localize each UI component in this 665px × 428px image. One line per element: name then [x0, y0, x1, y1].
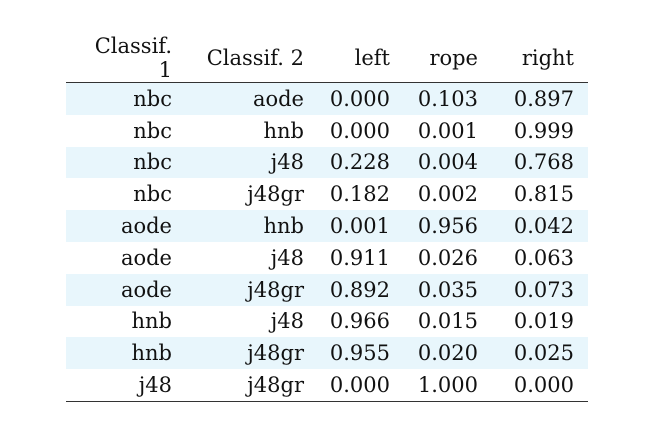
cell-classifier-1: nbc — [66, 82, 186, 115]
cell-left: 0.228 — [318, 146, 404, 179]
cell-classifier-2: j48 — [270, 309, 304, 334]
cell-rope: 0.020 — [404, 337, 492, 370]
table-row: aode j48 0.911 0.026 0.063 — [66, 242, 588, 274]
results-table-container: Classif. 1 Classif. 2 left rope right nb… — [66, 34, 588, 402]
cell-classifier-1: j48 — [66, 369, 186, 402]
header-left: left — [318, 34, 404, 83]
cell-rope: 0.001 — [417, 118, 478, 143]
cell-right: 0.025 — [492, 337, 588, 370]
table-row: nbc hnb 0.000 0.001 0.999 — [66, 115, 588, 147]
cell-classifier-2: j48gr — [186, 369, 318, 402]
cell-left: 0.955 — [318, 337, 404, 370]
cell-classifier-2: j48 — [186, 146, 318, 179]
cell-rope: 0.103 — [404, 82, 492, 115]
table-header-row: Classif. 1 Classif. 2 left rope right — [66, 34, 588, 83]
table-row: aode j48gr 0.892 0.035 0.073 — [66, 273, 588, 306]
cell-classifier-1: hnb — [66, 337, 186, 370]
cell-right: 0.073 — [492, 273, 588, 306]
cell-right: 0.019 — [513, 309, 574, 334]
cell-left: 0.911 — [329, 245, 390, 270]
cell-classifier-2: j48gr — [186, 273, 318, 306]
cell-rope: 0.035 — [404, 273, 492, 306]
cell-right: 0.999 — [513, 118, 574, 143]
cell-rope: 1.000 — [404, 369, 492, 402]
cell-right: 0.897 — [492, 82, 588, 115]
cell-classifier-1: nbc — [66, 146, 186, 179]
cell-classifier-1: nbc — [133, 118, 172, 143]
header-classifier-2: Classif. 2 — [186, 34, 318, 83]
cell-left: 0.000 — [318, 82, 404, 115]
cell-right: 0.000 — [492, 369, 588, 402]
cell-right: 0.815 — [513, 182, 574, 207]
cell-classifier-2: j48gr — [186, 337, 318, 370]
cell-rope: 0.026 — [417, 245, 478, 270]
cell-rope: 0.002 — [417, 182, 478, 207]
cell-right: 0.768 — [492, 146, 588, 179]
cell-classifier-2: hnb — [186, 210, 318, 242]
table-row: hnb j48 0.966 0.015 0.019 — [66, 306, 588, 338]
cell-left: 0.966 — [329, 309, 390, 334]
header-right: right — [492, 34, 588, 83]
cell-right: 0.063 — [513, 245, 574, 270]
cell-rope: 0.015 — [417, 309, 478, 334]
cell-left: 0.000 — [318, 369, 404, 402]
cell-classifier-1: aode — [66, 273, 186, 306]
table-row: nbc j48gr 0.182 0.002 0.815 — [66, 178, 588, 210]
cell-classifier-1: aode — [66, 210, 186, 242]
results-table: Classif. 1 Classif. 2 left rope right nb… — [66, 34, 588, 402]
table-row: nbc aode 0.000 0.103 0.897 — [66, 82, 588, 115]
cell-classifier-1: hnb — [131, 309, 173, 334]
header-classifier-1: Classif. 1 — [66, 34, 186, 83]
cell-rope: 0.956 — [404, 210, 492, 242]
cell-right: 0.042 — [492, 210, 588, 242]
cell-classifier-2: hnb — [263, 118, 305, 143]
table-row: j48 j48gr 0.000 1.000 0.000 — [66, 369, 588, 402]
table-row: nbc j48 0.228 0.004 0.768 — [66, 146, 588, 179]
cell-classifier-1: nbc — [133, 182, 172, 207]
cell-left: 0.182 — [329, 182, 390, 207]
cell-classifier-2: aode — [186, 82, 318, 115]
cell-left: 0.892 — [318, 273, 404, 306]
table-row: aode hnb 0.001 0.956 0.042 — [66, 210, 588, 242]
cell-classifier-1: aode — [120, 245, 172, 270]
cell-classifier-2: j48 — [270, 245, 304, 270]
cell-left: 0.001 — [318, 210, 404, 242]
table-row: hnb j48gr 0.955 0.020 0.025 — [66, 337, 588, 370]
cell-left: 0.000 — [329, 118, 390, 143]
cell-rope: 0.004 — [404, 146, 492, 179]
header-rope: rope — [404, 34, 492, 83]
cell-classifier-2: j48gr — [247, 182, 304, 207]
